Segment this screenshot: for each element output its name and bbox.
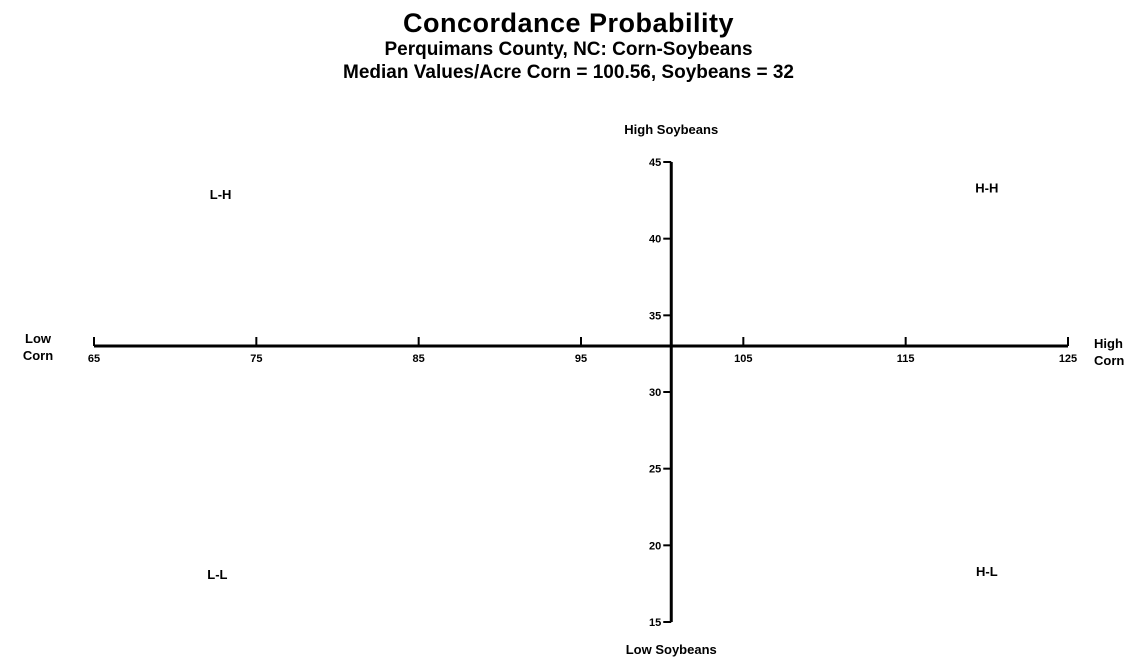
y-top-label: High Soybeans <box>624 122 718 137</box>
y-tick-label-20: 20 <box>649 540 661 552</box>
ticks-layer: 65 75 85 95 105 115 125 15 20 25 30 35 40 45 <box>88 157 1077 629</box>
y-tick-label-45: 45 <box>649 157 661 169</box>
x-tick-label-85: 85 <box>413 353 425 365</box>
chart-subtitle: Perquimans County, NC: Corn-Soybeans <box>384 39 753 60</box>
y-tick-label-15: 15 <box>649 617 661 629</box>
quadrant-label-h-l: H-L <box>976 564 998 579</box>
x-tick-label-125: 125 <box>1059 353 1077 365</box>
y-bottom-label: Low Soybeans <box>626 642 717 657</box>
quadrant-label-l-h: L-H <box>210 187 232 202</box>
x-tick-label-105: 105 <box>734 353 752 365</box>
labels-layer: Low Corn High Corn High Soybeans Low Soybeans… <box>23 122 1125 657</box>
x-high-label-line1: High <box>1094 336 1123 351</box>
x-low-label-line2: Corn <box>23 348 53 363</box>
x-tick-label-75: 75 <box>250 353 262 365</box>
chart-title: Concordance Probability <box>402 8 735 38</box>
y-tick-label-30: 30 <box>649 387 661 399</box>
y-tick-label-40: 40 <box>649 234 661 246</box>
y-tick-label-25: 25 <box>649 464 661 476</box>
x-tick-label-95: 95 <box>575 353 587 365</box>
quadrant-label-h-h: H-H <box>975 181 998 196</box>
x-high-label-line2: Corn <box>1094 353 1124 368</box>
y-tick-label-35: 35 <box>649 310 661 322</box>
chart-title-block: Concordance Probability Perquimans Count… <box>0 0 1137 84</box>
quadrant-label-l-l: L-L <box>207 567 227 582</box>
x-tick-label-115: 115 <box>897 353 915 365</box>
chart-subtitle-median: Median Values/Acre Corn = 100.56, Soybea… <box>343 62 794 83</box>
axes-layer <box>94 162 1068 622</box>
x-tick-label-65: 65 <box>88 353 100 365</box>
x-low-label-line1: Low <box>25 331 52 346</box>
